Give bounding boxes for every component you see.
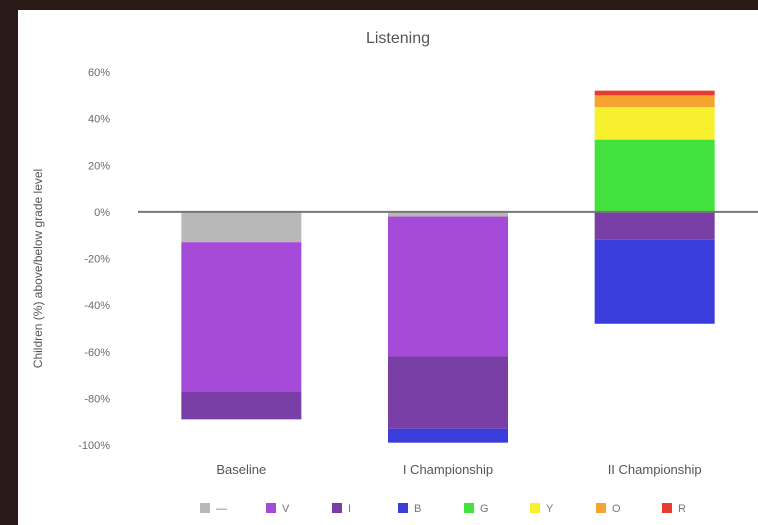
legend-swatch [266, 503, 276, 513]
legend: — V I B G Y O R [200, 503, 686, 515]
legend-swatch [596, 503, 606, 513]
legend-swatch [464, 503, 474, 513]
y-tick-label: -20% [84, 254, 110, 266]
chart-card: Listening Children (%) above/below grade… [18, 10, 758, 525]
bar-segment [388, 216, 508, 357]
bar-segment [594, 95, 715, 107]
category-label: I Championship [403, 462, 493, 477]
bar-segment [181, 211, 302, 243]
legend-label: G [480, 503, 489, 515]
chart-title: Listening [366, 30, 430, 47]
bar-segment [181, 391, 302, 420]
y-tick-label: 60% [88, 67, 110, 79]
bar-segment [594, 239, 715, 324]
legend-label: — [216, 503, 227, 515]
y-axis-title: Children (%) above/below grade level [31, 169, 45, 368]
legend-swatch [530, 503, 540, 513]
legend-swatch [398, 503, 408, 513]
y-axis-ticks: 60% 40% 20% 0% -20% -40% -60% -80% -100% [78, 67, 110, 452]
legend-label: I [348, 503, 351, 515]
legend-label: V [282, 503, 290, 515]
bar-segment [388, 428, 508, 443]
legend-swatch [332, 503, 342, 513]
legend-swatch [662, 503, 672, 513]
category-label: II Championship [608, 462, 702, 477]
category-label: Baseline [216, 462, 266, 477]
bar-segment [594, 106, 715, 140]
legend-label: O [612, 503, 621, 515]
legend-label: B [414, 503, 421, 515]
y-tick-label: -100% [78, 440, 110, 452]
bars [181, 90, 715, 443]
legend-swatch [200, 503, 210, 513]
y-tick-label: 40% [88, 114, 110, 126]
bar-segment [594, 211, 715, 240]
y-tick-label: -40% [84, 300, 110, 312]
legend-label: R [678, 503, 686, 515]
bar-segment [594, 139, 715, 212]
y-tick-label: -80% [84, 393, 110, 405]
bar-segment [388, 356, 508, 429]
category-labels: Baseline I Championship II Championship [216, 462, 701, 477]
y-tick-label: -60% [84, 347, 110, 359]
bar-segment [181, 242, 302, 392]
bar-segment [594, 90, 715, 96]
legend-label: Y [546, 503, 554, 515]
y-tick-label: 20% [88, 160, 110, 172]
y-tick-label: 0% [94, 207, 110, 219]
listening-chart: Listening Children (%) above/below grade… [31, 30, 758, 515]
bar-segment [388, 211, 508, 217]
